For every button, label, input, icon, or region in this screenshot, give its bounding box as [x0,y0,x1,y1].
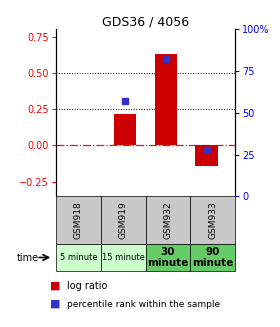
Bar [195,146,218,166]
Text: percentile rank within the sample: percentile rank within the sample [67,300,220,309]
Title: GDS36 / 4056: GDS36 / 4056 [102,15,189,28]
Text: 5 minute: 5 minute [60,253,97,262]
Text: log ratio: log ratio [67,281,108,291]
Text: 15 minute: 15 minute [102,253,145,262]
Text: GSM932: GSM932 [164,201,172,239]
Text: 30
minute: 30 minute [147,247,189,268]
Text: GSM933: GSM933 [208,201,217,239]
Text: time: time [17,252,39,263]
Text: 90
minute: 90 minute [192,247,234,268]
Text: ■: ■ [50,281,61,291]
Text: ■: ■ [50,299,61,309]
Bar [114,113,136,146]
Text: GSM919: GSM919 [119,201,128,239]
Text: GSM918: GSM918 [74,201,83,239]
Bar [155,54,177,146]
